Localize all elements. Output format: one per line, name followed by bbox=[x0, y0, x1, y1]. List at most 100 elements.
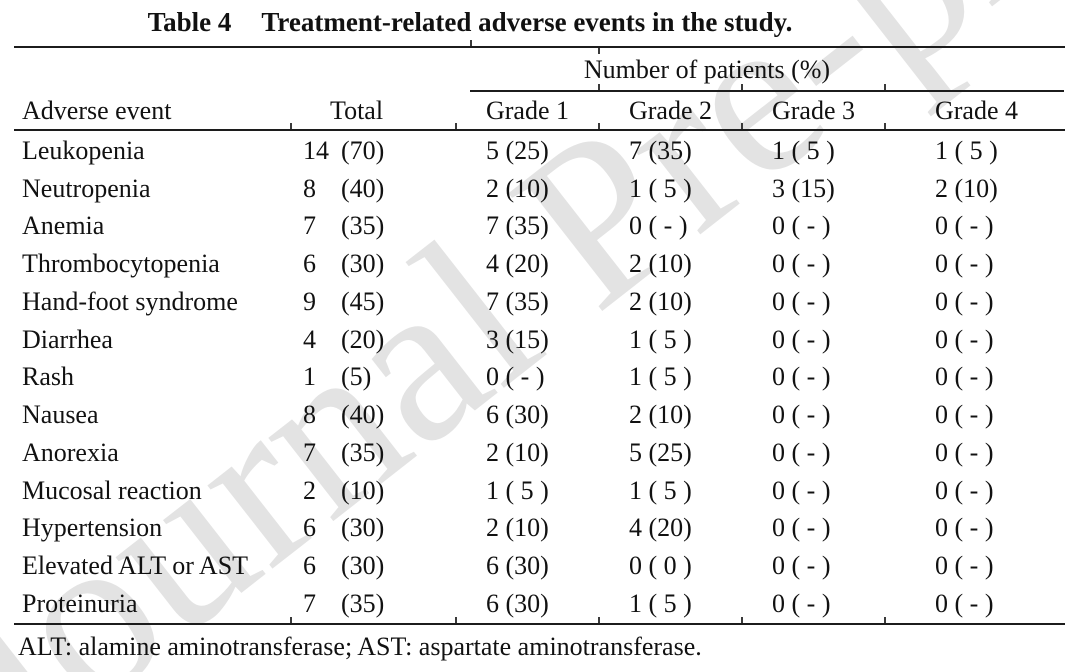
cell-total: 7 (35) bbox=[290, 438, 455, 468]
cell-adverse-event: Nausea bbox=[22, 400, 99, 430]
cell-grade4: 0 ( - ) bbox=[935, 475, 994, 505]
cell-total: 4 (20) bbox=[290, 325, 455, 355]
cell-grade4: 0 ( - ) bbox=[935, 551, 994, 581]
total-percent: (30) bbox=[341, 551, 385, 581]
table-footnote: ALT: alamine aminotransferase; AST: aspa… bbox=[18, 632, 702, 661]
cell-grade1: 0 ( - ) bbox=[486, 362, 545, 392]
cell-total: 6 (30) bbox=[290, 249, 455, 279]
total-percent: (35) bbox=[341, 437, 385, 467]
table-row: Anorexia 7 (35) 2 (10) 5 (25) 0 ( - ) 0 … bbox=[14, 434, 1065, 472]
total-percent: (20) bbox=[341, 324, 385, 354]
table-row: Leukopenia 14 (70) 5 (25) 7 (35) 1 ( 5 )… bbox=[14, 132, 1065, 170]
cell-grade1: 1 ( 5 ) bbox=[486, 475, 549, 505]
total-percent: (70) bbox=[341, 135, 385, 165]
cell-grade2: 1 ( 5 ) bbox=[629, 173, 692, 203]
cell-total: 2 (10) bbox=[290, 476, 455, 506]
cell-grade3: 3 (15) bbox=[772, 173, 835, 203]
column-boundary-tick bbox=[884, 123, 886, 129]
cell-grade3: 0 ( - ) bbox=[772, 286, 831, 316]
table-row: Anemia 7 (35) 7 (35) 0 ( - ) 0 ( - ) 0 (… bbox=[14, 208, 1065, 246]
cell-grade1: 7 (35) bbox=[486, 286, 549, 316]
cell-adverse-event: Anemia bbox=[22, 211, 105, 241]
cell-grade1: 2 (10) bbox=[486, 437, 549, 467]
spanner-header: Number of patients (%) bbox=[583, 55, 831, 84]
cell-grade4: 0 ( - ) bbox=[935, 324, 994, 354]
column-header-grade4: Grade 4 bbox=[935, 96, 1019, 125]
cell-grade3: 0 ( - ) bbox=[772, 475, 831, 505]
cell-grade1: 2 (10) bbox=[486, 513, 549, 543]
rule-bottom bbox=[14, 623, 1065, 625]
cell-adverse-event: Neutropenia bbox=[22, 173, 151, 203]
table-row: Thrombocytopenia 6 (30) 4 (20) 2 (10) 0 … bbox=[14, 245, 1065, 283]
cell-grade1: 6 (30) bbox=[486, 588, 549, 618]
total-count: 9 bbox=[303, 286, 316, 316]
cell-grade1: 5 (25) bbox=[486, 135, 549, 165]
total-percent: (30) bbox=[341, 513, 385, 543]
cell-grade2: 7 (35) bbox=[629, 135, 692, 165]
cell-grade4: 0 ( - ) bbox=[935, 249, 994, 279]
total-percent: (30) bbox=[341, 249, 385, 279]
cell-total: 14 (70) bbox=[290, 136, 455, 166]
cell-grade2: 1 ( 5 ) bbox=[629, 588, 692, 618]
cell-grade4: 0 ( - ) bbox=[935, 286, 994, 316]
rule-top bbox=[14, 46, 1065, 48]
cell-grade1: 4 (20) bbox=[486, 249, 549, 279]
cell-adverse-event: Rash bbox=[22, 362, 74, 392]
column-boundary-tick bbox=[884, 84, 886, 90]
column-boundary-tick bbox=[598, 84, 600, 90]
column-boundary-tick bbox=[598, 617, 600, 623]
cell-adverse-event: Proteinuria bbox=[22, 588, 138, 618]
cell-grade2: 2 (10) bbox=[629, 286, 692, 316]
column-boundary-tick bbox=[290, 123, 292, 129]
column-boundary-tick bbox=[741, 84, 743, 90]
cell-grade4: 0 ( - ) bbox=[935, 588, 994, 618]
column-boundary-tick bbox=[598, 123, 600, 129]
cell-grade1: 3 (15) bbox=[486, 324, 549, 354]
cell-grade3: 0 ( - ) bbox=[772, 211, 831, 241]
table-row: Diarrhea 4 (20) 3 (15) 1 ( 5 ) 0 ( - ) 0… bbox=[14, 321, 1065, 359]
cell-adverse-event: Elevated ALT or AST bbox=[22, 551, 249, 581]
cell-total: 1 (5) bbox=[290, 362, 455, 392]
table-number: Table 4 bbox=[147, 7, 232, 37]
total-percent: (40) bbox=[341, 400, 385, 430]
cell-total: 6 (30) bbox=[290, 551, 455, 581]
cell-adverse-event: Anorexia bbox=[22, 437, 119, 467]
cell-grade4: 0 ( - ) bbox=[935, 513, 994, 543]
total-count: 4 bbox=[303, 324, 316, 354]
cell-total: 7 (35) bbox=[290, 211, 455, 241]
cell-total: 8 (40) bbox=[290, 400, 455, 430]
cell-grade1: 6 (30) bbox=[486, 551, 549, 581]
cell-grade4: 2 (10) bbox=[935, 173, 998, 203]
total-count: 8 bbox=[303, 400, 316, 430]
table-row: Hypertension 6 (30) 2 (10) 4 (20) 0 ( - … bbox=[14, 510, 1065, 548]
total-count: 6 bbox=[303, 249, 316, 279]
cell-total: 6 (30) bbox=[290, 513, 455, 543]
cell-grade2: 5 (25) bbox=[629, 437, 692, 467]
cell-adverse-event: Mucosal reaction bbox=[22, 475, 202, 505]
total-percent: (35) bbox=[341, 588, 385, 618]
cell-grade2: 0 ( 0 ) bbox=[629, 551, 692, 581]
column-boundary-tick bbox=[455, 617, 457, 623]
cell-grade2: 4 (20) bbox=[629, 513, 692, 543]
total-percent: (10) bbox=[341, 475, 385, 505]
cell-grade3: 0 ( - ) bbox=[772, 513, 831, 543]
table-row: Elevated ALT or AST 6 (30) 6 (30) 0 ( 0 … bbox=[14, 547, 1065, 585]
cell-grade3: 0 ( - ) bbox=[772, 362, 831, 392]
table-header-row: Adverse event Total Grade 1 Grade 2 Grad… bbox=[14, 92, 1065, 128]
cell-grade2: 2 (10) bbox=[629, 249, 692, 279]
total-count: 14 bbox=[303, 135, 329, 165]
table-row: Mucosal reaction 2 (10) 1 ( 5 ) 1 ( 5 ) … bbox=[14, 472, 1065, 510]
total-count: 7 bbox=[303, 437, 316, 467]
column-boundary-tick bbox=[290, 617, 292, 623]
table-row: Nausea 8 (40) 6 (30) 2 (10) 0 ( - ) 0 ( … bbox=[14, 396, 1065, 434]
cell-grade2: 1 ( 5 ) bbox=[629, 475, 692, 505]
column-boundary-tick bbox=[470, 40, 472, 46]
column-boundary-tick bbox=[884, 617, 886, 623]
rule-under-header bbox=[14, 129, 1065, 131]
cell-grade3: 0 ( - ) bbox=[772, 588, 831, 618]
column-header-total: Total bbox=[330, 96, 384, 125]
cell-grade3: 0 ( - ) bbox=[772, 437, 831, 467]
cell-adverse-event: Thrombocytopenia bbox=[22, 249, 220, 279]
cell-grade4: 0 ( - ) bbox=[935, 437, 994, 467]
